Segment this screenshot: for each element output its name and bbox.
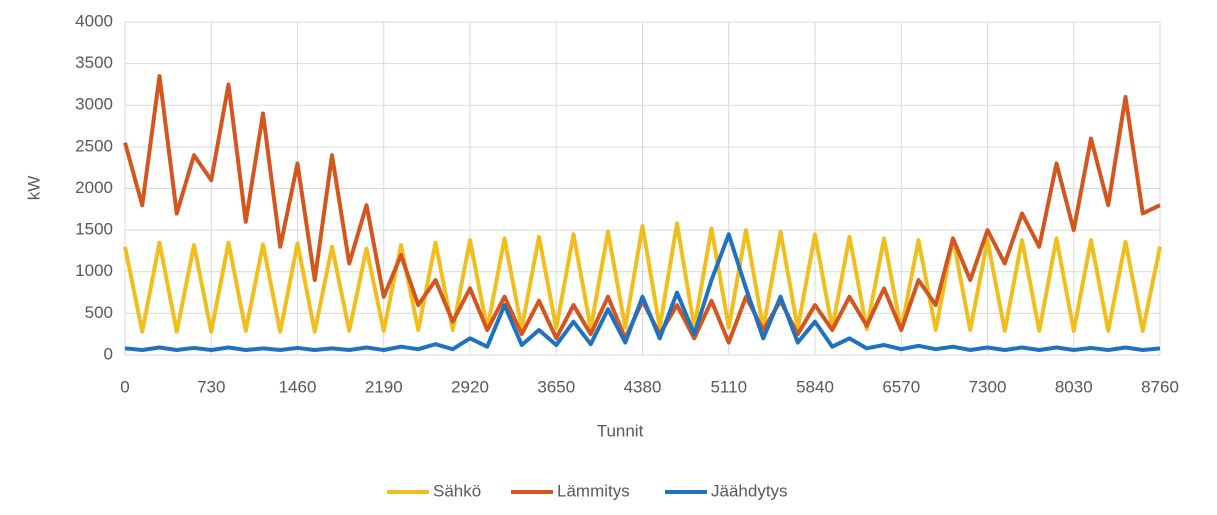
y-tick-label: 1000 [75,261,113,280]
x-tick-label: 5110 [710,377,747,396]
x-tick-label: 5840 [796,377,834,396]
y-tick-label: 3000 [75,95,113,114]
x-tick-label: 7300 [969,377,1007,396]
x-tick-label: 1460 [279,377,317,396]
x-tick-label: 2920 [451,377,489,396]
y-tick-label: 500 [85,303,113,322]
y-tick-label: 1500 [75,220,113,239]
x-axis-label: Tunnit [597,421,644,440]
legend-label: Jäähdytys [711,481,788,500]
x-tick-label: 8760 [1141,377,1179,396]
x-tick-label: 2190 [365,377,403,396]
y-tick-label: 3500 [75,53,113,72]
y-tick-label: 2000 [75,178,113,197]
line-series [123,221,1162,334]
y-tick-label: 2500 [75,136,113,155]
y-tick-label: 4000 [75,11,113,30]
x-tick-label: 730 [197,377,225,396]
x-tick-label: 6570 [882,377,920,396]
legend-label: Lämmitys [557,481,630,500]
x-tick-label: 3650 [537,377,575,396]
legend-label: Sähkö [433,481,481,500]
line-series [124,232,1161,353]
y-axis-label: kW [24,176,43,201]
x-tick-label: 0 [120,377,129,396]
x-tick-label: 8030 [1055,377,1093,396]
y-tick-label: 0 [104,344,113,363]
x-tick-label: 4380 [624,377,662,396]
